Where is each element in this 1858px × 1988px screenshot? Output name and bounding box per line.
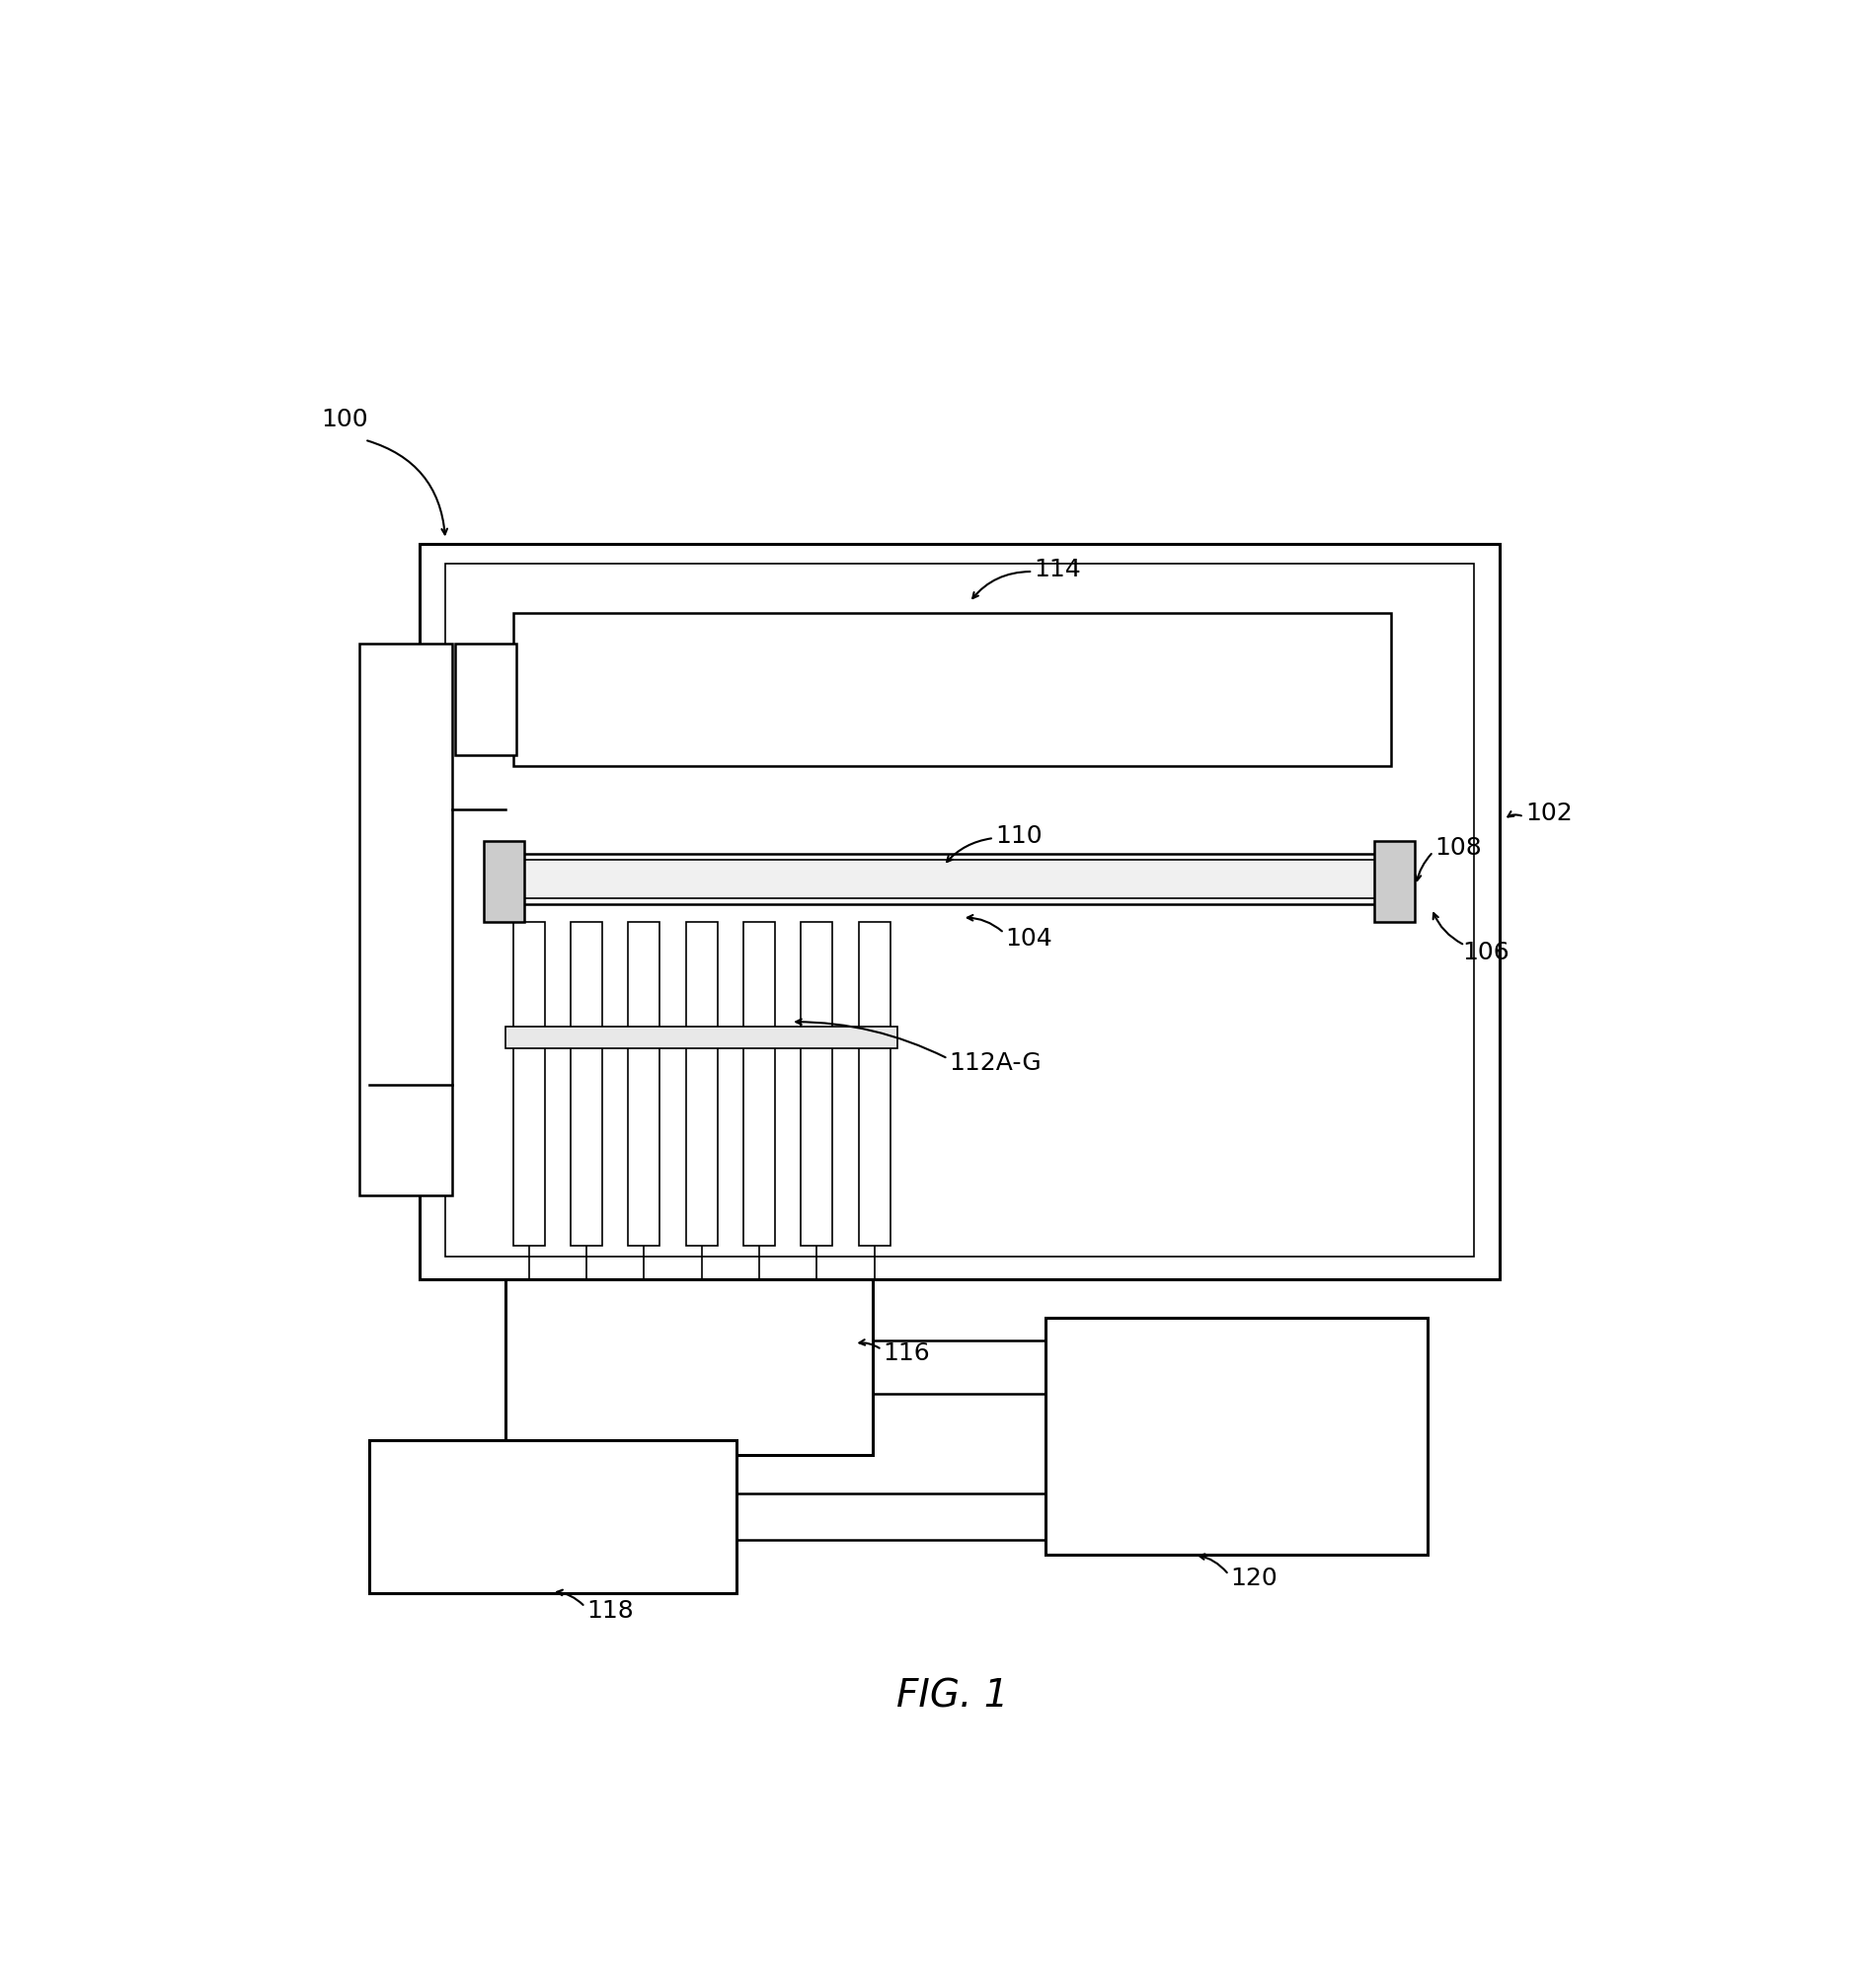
Bar	[485, 841, 524, 922]
Text: 118: 118	[587, 1598, 634, 1622]
Bar	[370, 1439, 736, 1592]
Text: 110: 110	[996, 823, 1042, 847]
Bar	[446, 565, 1473, 1256]
Bar	[513, 855, 1407, 905]
Bar	[524, 861, 1395, 899]
Text: 100: 100	[321, 408, 368, 431]
Bar	[801, 922, 832, 1030]
Bar	[570, 922, 602, 1030]
Bar	[570, 1038, 602, 1246]
Bar	[743, 1038, 775, 1246]
Text: 106: 106	[1462, 940, 1509, 964]
Bar	[513, 614, 1392, 767]
Bar	[628, 1038, 660, 1246]
Bar	[359, 644, 453, 1195]
Text: 112A-G: 112A-G	[949, 1050, 1042, 1074]
Bar	[1046, 1318, 1427, 1555]
Bar	[1375, 841, 1414, 922]
Text: 114: 114	[1035, 557, 1081, 580]
Bar	[858, 922, 890, 1030]
Text: FIG. 1: FIG. 1	[896, 1678, 1009, 1714]
Bar	[858, 1038, 890, 1246]
Bar	[505, 1028, 897, 1048]
Text: 120: 120	[1230, 1567, 1276, 1590]
Text: 108: 108	[1434, 837, 1481, 859]
Bar	[513, 922, 544, 1030]
Bar	[686, 922, 717, 1030]
Bar	[686, 1038, 717, 1246]
Bar	[513, 1038, 544, 1246]
Text: 116: 116	[883, 1342, 931, 1366]
Bar	[455, 644, 517, 755]
Bar	[420, 545, 1499, 1280]
Text: 102: 102	[1525, 801, 1572, 825]
Bar	[628, 922, 660, 1030]
Text: 104: 104	[1005, 926, 1053, 950]
Bar	[743, 922, 775, 1030]
Bar	[801, 1038, 832, 1246]
Bar	[505, 1280, 873, 1455]
